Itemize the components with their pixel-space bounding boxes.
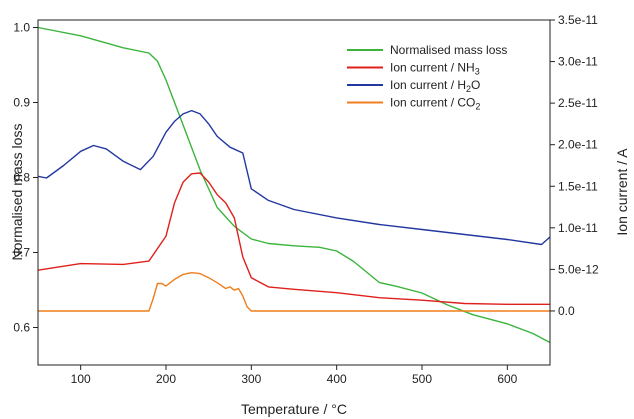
right-y-tick-label: 2.0e-11	[558, 138, 598, 152]
legend-label: Ion current / NH3	[390, 61, 480, 77]
x-tick-label: 100	[71, 372, 91, 386]
series-line-0	[37, 26, 551, 344]
legend-item: Normalised mass loss	[347, 43, 507, 57]
series-line-2	[37, 109, 551, 246]
left-y-tick-label: 0.6	[13, 321, 30, 335]
right-axis-title: Ion current / A	[614, 148, 630, 236]
ticks-layer: 100 200 300 400 500 600 0.6 0.7 0.8 0.9 1.0 0.0 5.0e…	[13, 13, 599, 386]
x-tick-label: 400	[327, 372, 347, 386]
series-line-3	[38, 272, 550, 312]
legend-label: Normalised mass loss	[390, 43, 507, 57]
x-tick-label: 200	[156, 372, 176, 386]
left-axis-title: Normalised mass loss	[9, 124, 25, 261]
right-y-tick-label: 5.0e-12	[558, 262, 599, 276]
legend-item: Ion current / CO2	[347, 96, 480, 112]
left-y-tick-label: 1.0	[13, 21, 30, 35]
legend-label: Ion current / H2O	[390, 78, 480, 94]
x-tick-label: 600	[497, 372, 517, 386]
legend-item: Ion current / NH3	[347, 61, 480, 77]
series-line-1	[37, 172, 550, 305]
right-y-tick-label: 1.0e-11	[558, 221, 598, 235]
right-y-tick-label: 3.0e-11	[558, 55, 598, 69]
right-y-tick-label: 1.5e-11	[558, 179, 598, 193]
legend-label: Ion current / CO2	[390, 96, 480, 112]
left-y-tick-label: 0.7	[13, 246, 30, 260]
x-tick-label: 300	[241, 372, 261, 386]
plot-frame	[37, 19, 551, 366]
x-tick-label: 500	[412, 372, 432, 386]
left-y-tick-label: 0.8	[13, 171, 30, 185]
right-y-tick-label: 2.5e-11	[558, 96, 598, 110]
left-y-tick-label: 0.9	[13, 96, 30, 110]
x-axis-title: Temperature / °C	[241, 401, 347, 417]
right-y-tick-label: 3.5e-11	[558, 13, 598, 27]
legend-item: Ion current / H2O	[347, 78, 480, 94]
series-layer	[37, 26, 551, 344]
right-y-tick-label: 0.0	[558, 304, 575, 318]
